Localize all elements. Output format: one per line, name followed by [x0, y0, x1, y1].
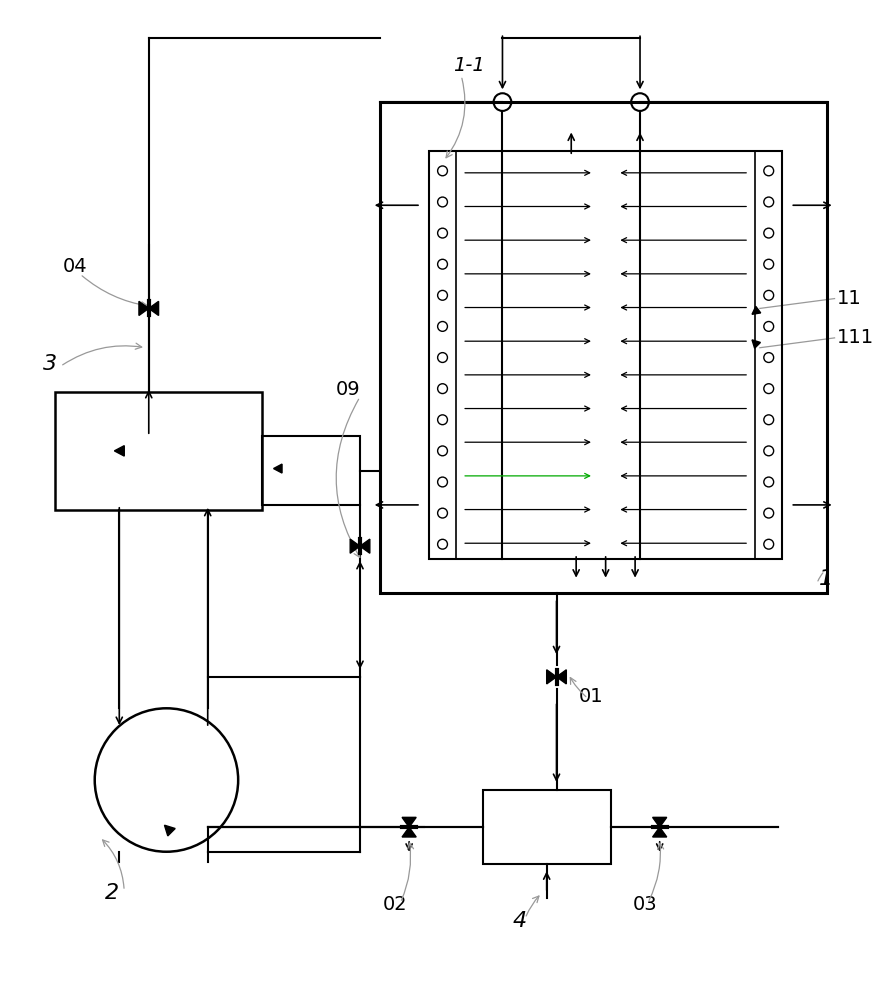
Text: 3: 3 — [43, 354, 57, 374]
Polygon shape — [164, 825, 175, 836]
Polygon shape — [401, 827, 415, 837]
Polygon shape — [139, 301, 148, 315]
Text: 02: 02 — [382, 895, 407, 914]
Polygon shape — [556, 670, 565, 684]
Text: 2: 2 — [104, 883, 119, 903]
Text: 1-1: 1-1 — [453, 56, 485, 75]
Polygon shape — [273, 464, 282, 473]
Bar — [754, 151, 781, 559]
Bar — [428, 151, 456, 559]
Polygon shape — [114, 446, 124, 456]
Text: 111: 111 — [836, 328, 873, 347]
Text: 4: 4 — [512, 911, 526, 931]
Polygon shape — [401, 817, 415, 827]
Polygon shape — [148, 301, 158, 315]
Text: 03: 03 — [632, 895, 657, 914]
Polygon shape — [752, 340, 759, 348]
Polygon shape — [752, 306, 759, 314]
Polygon shape — [651, 817, 666, 827]
Bar — [482, 790, 610, 864]
Text: 1: 1 — [818, 569, 832, 589]
Polygon shape — [651, 827, 666, 837]
Bar — [428, 151, 781, 559]
Text: 01: 01 — [579, 687, 603, 706]
Bar — [379, 102, 825, 593]
Bar — [55, 392, 262, 510]
Text: 09: 09 — [335, 380, 360, 399]
Polygon shape — [349, 539, 360, 553]
Polygon shape — [360, 539, 370, 553]
Bar — [262, 436, 360, 505]
Polygon shape — [546, 670, 556, 684]
Text: 04: 04 — [62, 257, 87, 276]
Text: 11: 11 — [836, 289, 860, 308]
